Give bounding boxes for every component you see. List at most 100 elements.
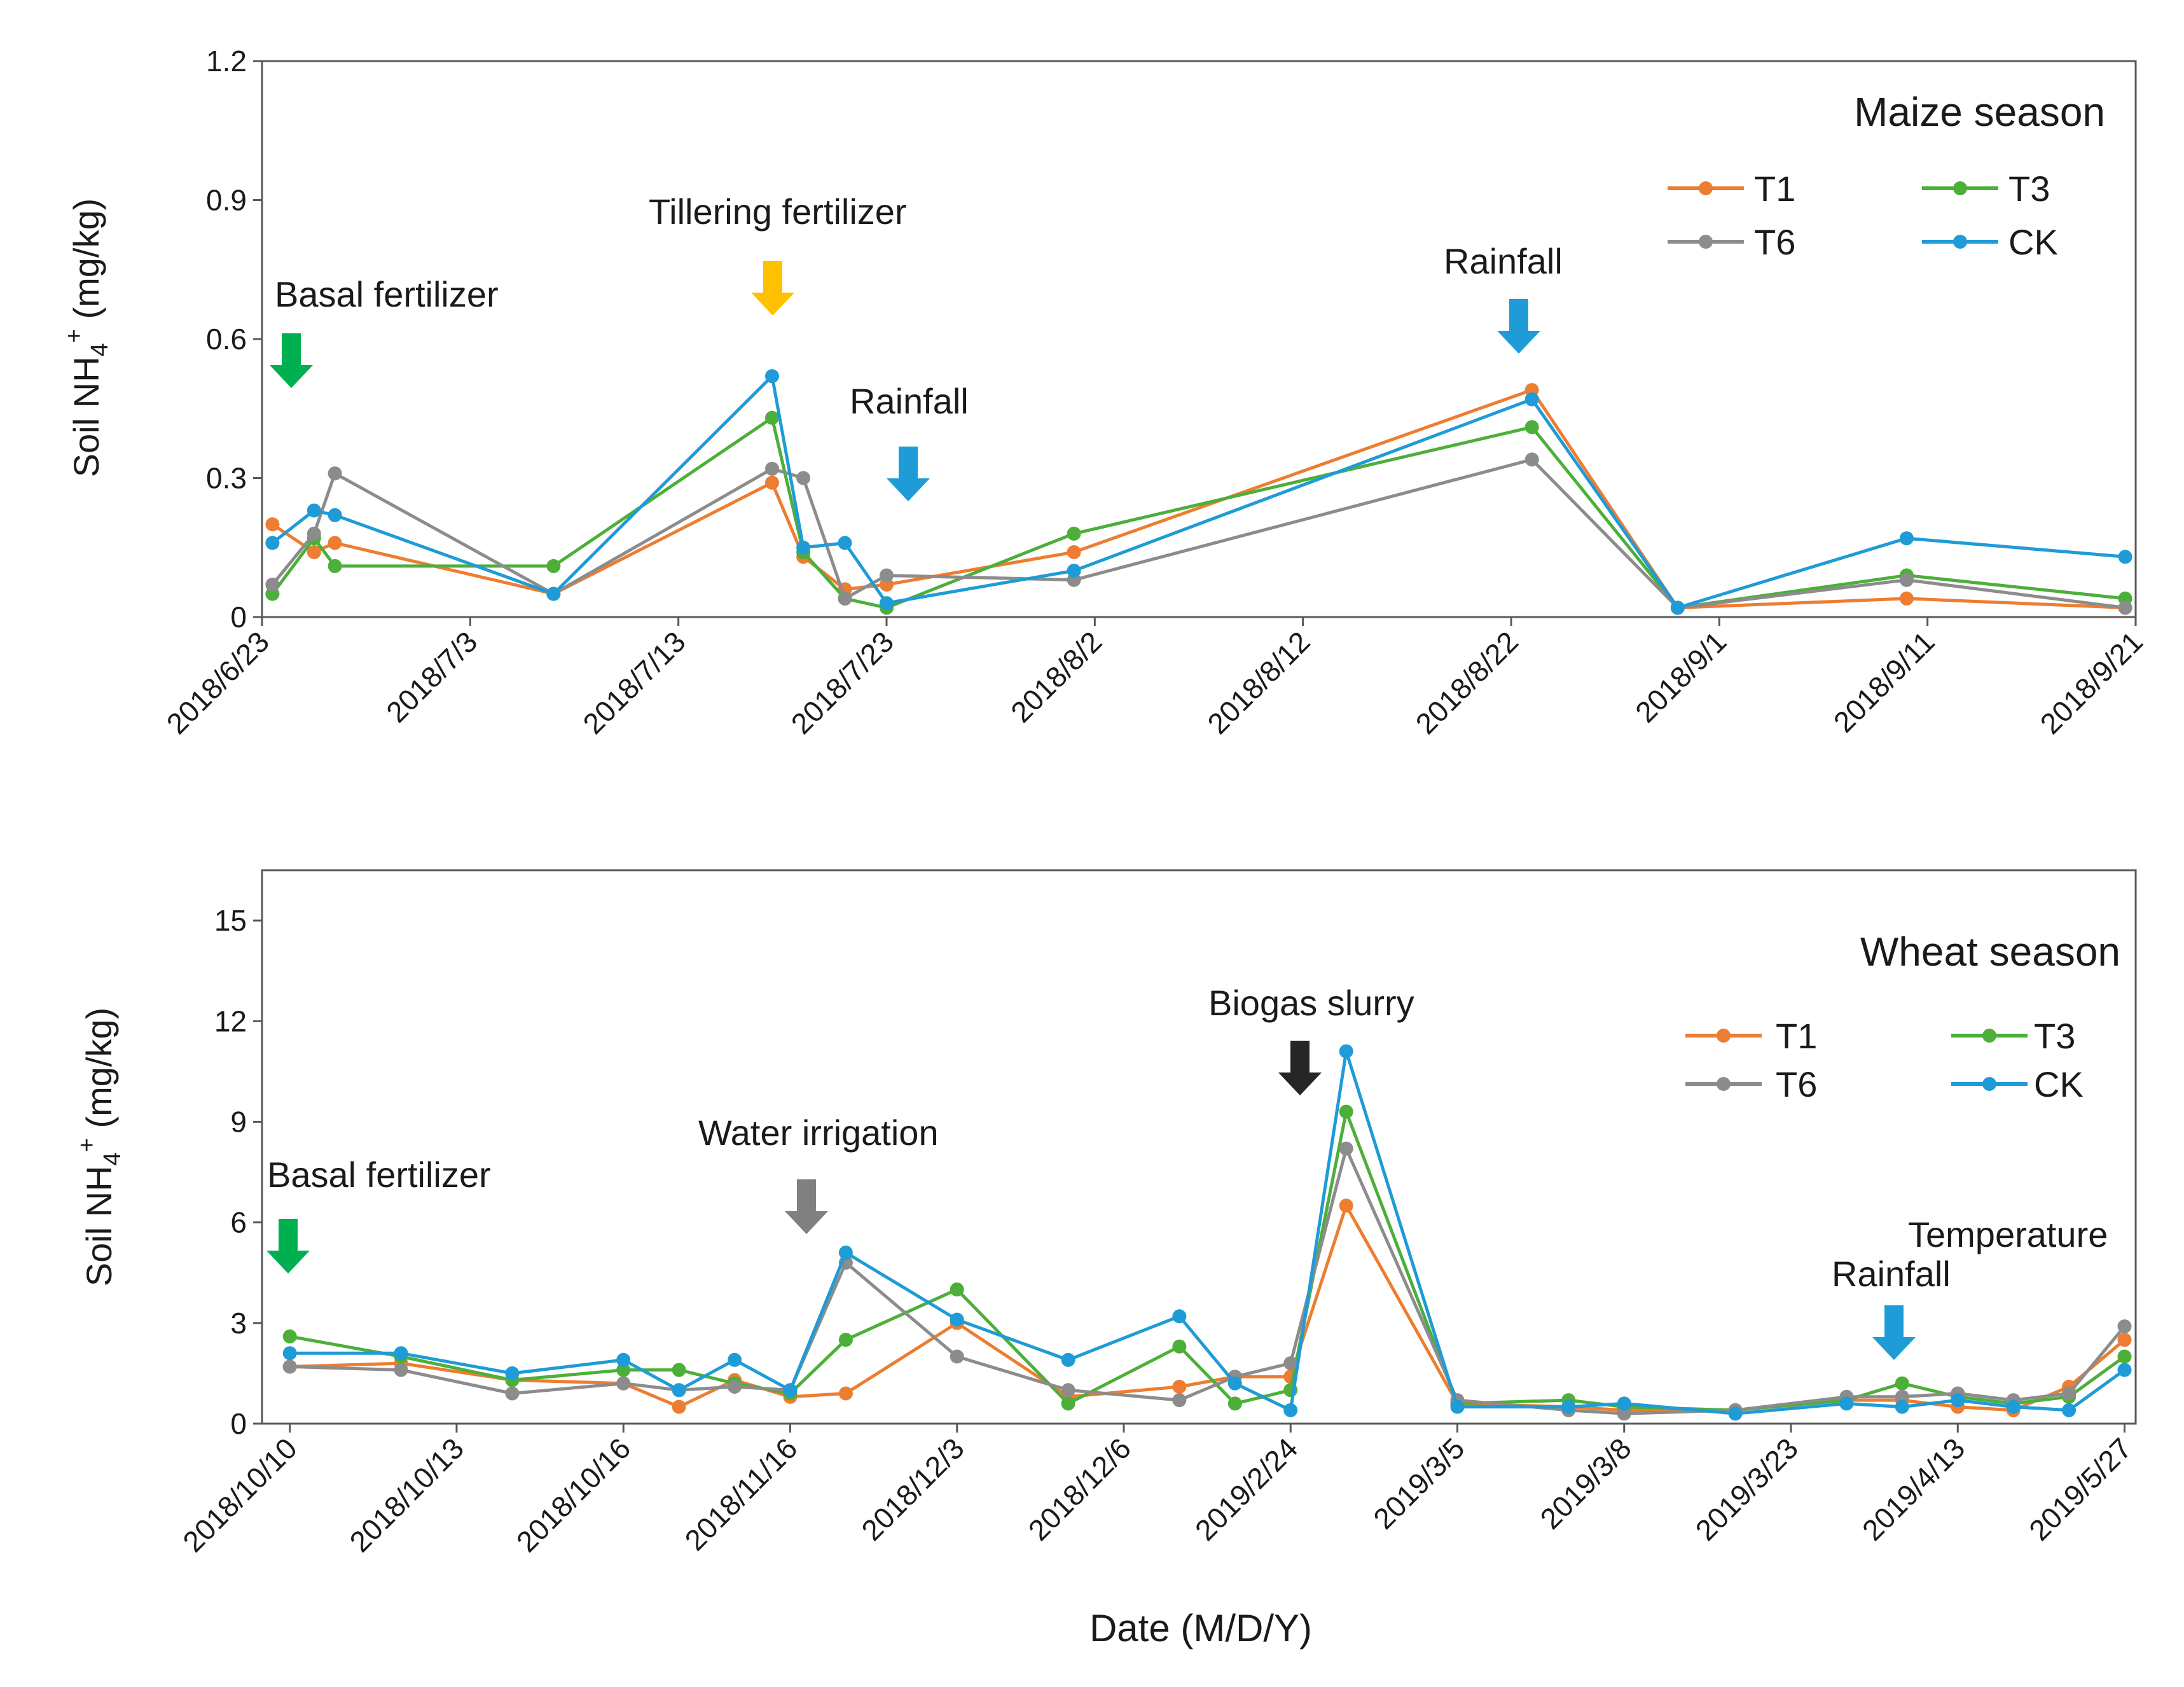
maize-legend: T1 T3 T6 CK — [1668, 169, 2058, 262]
maize-legend-t6: T6 — [1668, 222, 1795, 262]
wheat-series-t1-point — [1172, 1380, 1187, 1394]
maize-series-t3-point — [546, 559, 561, 573]
wheat-series-ck-point — [1283, 1403, 1298, 1417]
maize-y-axis-label: Soil NH4+ (mg/kg) — [61, 198, 113, 478]
maize-series-t1-line — [272, 388, 2125, 609]
wheat-xtick-label: 2018/10/13 — [343, 1431, 470, 1559]
wheat-xtick-label: 2019/4/13 — [1856, 1431, 1971, 1546]
maize-legend-ck: CK — [1922, 222, 2058, 262]
wheat-series-t3-point — [1895, 1376, 1909, 1391]
svg-text:Water irrigation: Water irrigation — [698, 1113, 939, 1153]
maize-series-ck-point — [880, 596, 894, 611]
maize-series-ck-point — [1067, 564, 1081, 578]
wheat-series-ck-point — [505, 1366, 520, 1380]
wheat-plot-frame — [261, 869, 2137, 1425]
maize-series-t6-point — [1899, 573, 1914, 587]
wheat-annotation-rainfall: Rainfall — [1832, 1254, 1951, 1360]
wheat-xtick-label: 2019/5/27 — [2022, 1431, 2138, 1546]
maize-ytick-label: 0.3 — [206, 462, 247, 495]
maize-series-t1-point — [328, 536, 342, 550]
wheat-series-ck-point — [672, 1383, 686, 1398]
svg-text:CK: CK — [2008, 222, 2058, 262]
wheat-legend-t1: T1 — [1685, 1016, 1817, 1056]
wheat-series-t3-point — [1172, 1339, 1187, 1354]
maize-series-t6-point — [1524, 452, 1539, 467]
maize-xtick-label: 2018/8/12 — [1201, 625, 1316, 740]
maize-series-t3-point — [1524, 420, 1539, 434]
maize-series-ck-point — [1899, 531, 1914, 546]
maize-series-ck-point — [765, 369, 779, 384]
maize-ytick-label: 0.9 — [206, 184, 247, 217]
maize-series-t6-point — [796, 471, 811, 485]
wheat-ytick-label: 6 — [230, 1206, 247, 1239]
maize-chart: 0 0.3 0.6 0.9 1.2 2018/6/23 2018/7/3 2018/7/13… — [61, 45, 2149, 740]
wheat-season-title: Wheat season — [1860, 929, 2120, 975]
maize-series-ck-point — [1524, 392, 1539, 406]
maize-series-t1-point — [1067, 545, 1081, 559]
maize-series-t6-point — [265, 578, 280, 592]
wheat-series-t3-point — [616, 1363, 631, 1377]
wheat-series-t3-point — [672, 1363, 686, 1377]
wheat-ytick-label: 12 — [214, 1004, 247, 1038]
wheat-series-t3-point — [282, 1329, 297, 1343]
wheat-series-ck-point — [282, 1346, 297, 1361]
maize-series-ck-point — [1670, 601, 1685, 615]
maize-annotation-rainfall-1: Rainfall — [850, 381, 969, 501]
maize-series-ck-line — [271, 374, 2125, 609]
maize-ytick-label: 0.6 — [206, 323, 247, 356]
maize-series-t6-point — [307, 526, 321, 541]
wheat-ytick-label: 0 — [230, 1407, 247, 1440]
wheat-series-ck-point — [1450, 1399, 1465, 1414]
wheat-series-t6-point — [728, 1380, 742, 1394]
wheat-annotation-temperature: Temperature — [1908, 1214, 2108, 1254]
svg-text:Temperature: Temperature — [1908, 1214, 2108, 1254]
maize-series-t1-point — [307, 545, 321, 559]
wheat-xtick-label: 2018/10/10 — [176, 1431, 303, 1559]
wheat-series-ck-point — [838, 1246, 853, 1260]
svg-text:Biogas slurry: Biogas slurry — [1208, 983, 1414, 1023]
wheat-ytick-label: 3 — [230, 1307, 247, 1340]
wheat-series-ck-point — [2062, 1403, 2077, 1417]
wheat-series-ck-point — [1895, 1399, 1909, 1414]
wheat-series-ck-point — [1172, 1309, 1187, 1324]
wheat-series-t1-point — [1339, 1198, 1353, 1213]
wheat-x-axis-label: Date (M/D/Y) — [1089, 1607, 1312, 1649]
wheat-series-ck-point — [728, 1352, 742, 1367]
svg-text:CK: CK — [2034, 1064, 2084, 1104]
svg-text:Rainfall: Rainfall — [1444, 241, 1563, 281]
maize-series-ck-point — [2118, 550, 2132, 564]
wheat-series-t6-point — [1339, 1141, 1353, 1156]
svg-text:T1: T1 — [1754, 169, 1795, 209]
wheat-legend-t6: T6 — [1685, 1064, 1817, 1104]
wheat-xtick-label: 2018/12/6 — [1022, 1431, 1137, 1546]
wheat-series-t1-point — [838, 1386, 853, 1401]
wheat-series-t6-point — [1283, 1356, 1298, 1371]
maize-series-ck-point — [838, 536, 852, 550]
svg-text:T6: T6 — [1754, 222, 1795, 262]
wheat-series-t6-point — [950, 1349, 964, 1364]
maize-series-t6-point — [765, 461, 779, 476]
wheat-series-t3-point — [1061, 1396, 1075, 1411]
maize-series-t3-point — [328, 559, 342, 573]
down-arrow-icon — [270, 333, 313, 388]
wheat-xtick-label: 2019/2/24 — [1189, 1431, 1304, 1546]
maize-series-ck-point — [307, 503, 321, 518]
wheat-ytick-label: 9 — [230, 1105, 247, 1138]
maize-legend-t3: T3 — [1922, 169, 2050, 209]
wheat-series-t6-point — [505, 1386, 520, 1401]
maize-series-t3-point — [1067, 526, 1081, 541]
maize-plot-frame — [261, 60, 2137, 618]
maize-series-t3-line — [271, 416, 2125, 609]
wheat-series-ck-point — [1227, 1376, 1242, 1391]
maize-xtick-label: 2018/8/22 — [1409, 625, 1524, 740]
down-arrow-icon — [1278, 1041, 1322, 1095]
maize-series-t1-point — [1899, 591, 1914, 606]
maize-xtick-label: 2018/9/11 — [1827, 625, 1941, 739]
maize-xtick-label: 2018/8/2 — [1004, 625, 1108, 728]
wheat-chart: 0 3 6 9 12 15 2018/10/10 2018/10/13 2018/10/16 2… — [74, 869, 2138, 1649]
wheat-y-axis-label: Soil NH4+ (mg/kg) — [74, 1008, 126, 1287]
maize-season-title: Maize season — [1854, 89, 2105, 135]
maize-ytick-label: 0 — [230, 601, 247, 634]
down-arrow-icon — [751, 261, 794, 316]
